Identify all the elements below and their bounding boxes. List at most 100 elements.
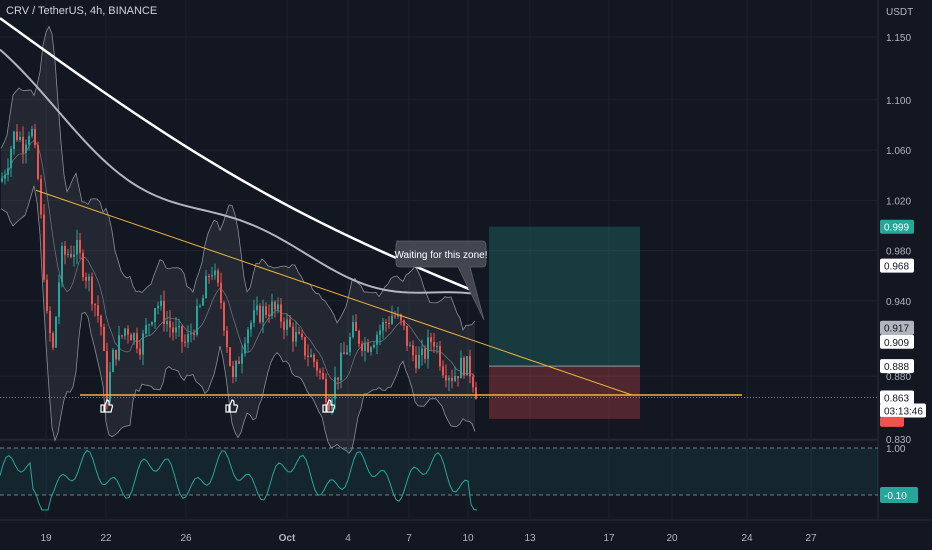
price-tag-white: 0.968	[884, 262, 909, 273]
candle-down	[169, 321, 171, 328]
candle-up	[31, 128, 33, 137]
candle-down	[79, 240, 81, 253]
candle-up	[199, 305, 201, 307]
candle-up	[55, 316, 57, 348]
candle-down	[181, 326, 183, 342]
callout-bubble[interactable]	[395, 240, 487, 321]
candle-up	[13, 131, 15, 149]
candle-down	[280, 304, 282, 322]
candle-up	[277, 304, 279, 310]
osc-band-fill	[0, 448, 878, 495]
ma-200	[0, 17, 475, 293]
time-tick-label: 7	[406, 533, 412, 544]
candle-down	[16, 131, 18, 141]
candle-down	[394, 315, 396, 317]
price-tag-bg	[880, 334, 914, 349]
candle-down	[259, 305, 261, 323]
bollinger-upper	[0, 25, 476, 331]
stop-zone[interactable]	[489, 366, 640, 419]
candle-down	[322, 372, 324, 379]
candle-up	[454, 376, 456, 382]
candle-down	[298, 331, 300, 334]
price-tick-label: 0.880	[886, 372, 911, 383]
candle-up	[448, 377, 450, 381]
candle-up	[379, 330, 381, 335]
descending-trendline[interactable]	[35, 189, 633, 396]
target-zone[interactable]	[489, 226, 640, 367]
price-tag-green: 0.999	[884, 223, 909, 234]
thumbs-up-icon	[225, 399, 239, 413]
callout-text: Waiting for this zone!	[394, 250, 487, 261]
candle-down	[283, 321, 285, 330]
candle-down	[52, 333, 54, 348]
candle-up	[256, 305, 258, 311]
candle-down	[385, 322, 387, 324]
bollinger-lower	[0, 185, 476, 454]
candle-down	[229, 347, 231, 366]
candle-up	[250, 322, 252, 330]
price-tick-label: 1.020	[886, 196, 911, 207]
candle-up	[373, 344, 375, 348]
candle-up	[28, 136, 30, 145]
candle-down	[406, 325, 408, 346]
candle-up	[418, 355, 420, 369]
candle-down	[121, 335, 123, 337]
candle-up	[376, 334, 378, 345]
candle-down	[184, 341, 186, 343]
candle-down	[43, 214, 45, 280]
thumbs-up-hand	[326, 399, 336, 413]
candle-up	[166, 321, 168, 325]
candle-down	[193, 333, 195, 335]
candle-up	[133, 333, 135, 341]
candle-up	[190, 333, 192, 335]
candle-up	[346, 352, 348, 355]
candle-up	[370, 347, 372, 352]
candle-up	[364, 343, 366, 351]
thumbs-up-icon	[322, 399, 336, 413]
price-tag-bg	[880, 359, 914, 374]
candle-down	[358, 331, 360, 344]
thumbs-up-hand	[104, 399, 114, 413]
candle-down	[451, 377, 453, 382]
currency-label: USDT	[886, 7, 914, 18]
candle-down	[265, 306, 267, 315]
candle-down	[304, 337, 306, 356]
price-tick-label: 1.100	[886, 96, 911, 107]
candle-down	[130, 334, 132, 341]
candle-up	[241, 353, 243, 364]
candle-up	[262, 306, 264, 323]
candle-down	[388, 322, 390, 324]
candle-down	[46, 279, 48, 311]
candle-up	[211, 275, 213, 277]
candle-down	[100, 315, 102, 327]
candle-up	[340, 352, 342, 380]
candle-down	[97, 305, 99, 316]
time-tick-label: 20	[666, 533, 678, 544]
candle-down	[274, 301, 276, 310]
candle-down	[238, 360, 240, 364]
candle-down	[220, 282, 222, 303]
candle-down	[94, 304, 96, 306]
candle-up	[421, 348, 423, 356]
candle-up	[187, 334, 189, 343]
symbol-title[interactable]: CRV / TetherUS, 4h, BINANCE	[6, 5, 158, 17]
candle-down	[469, 356, 471, 377]
candle-up	[154, 308, 156, 322]
time-tick-label: 27	[805, 533, 817, 544]
candle-down	[442, 366, 444, 376]
candle-down	[316, 361, 318, 371]
time-tick-label: 13	[524, 533, 536, 544]
candle-up	[271, 301, 273, 316]
candle-down	[430, 337, 432, 343]
candle-down	[415, 355, 417, 369]
time-tick-label: 10	[462, 533, 474, 544]
bollinger-basis	[0, 140, 476, 385]
candle-up	[157, 305, 159, 309]
candle-up	[235, 360, 237, 378]
candle-down	[49, 310, 51, 334]
candle-up	[349, 337, 351, 353]
candle-up	[214, 270, 216, 276]
thumbs-up-hand	[229, 399, 239, 413]
